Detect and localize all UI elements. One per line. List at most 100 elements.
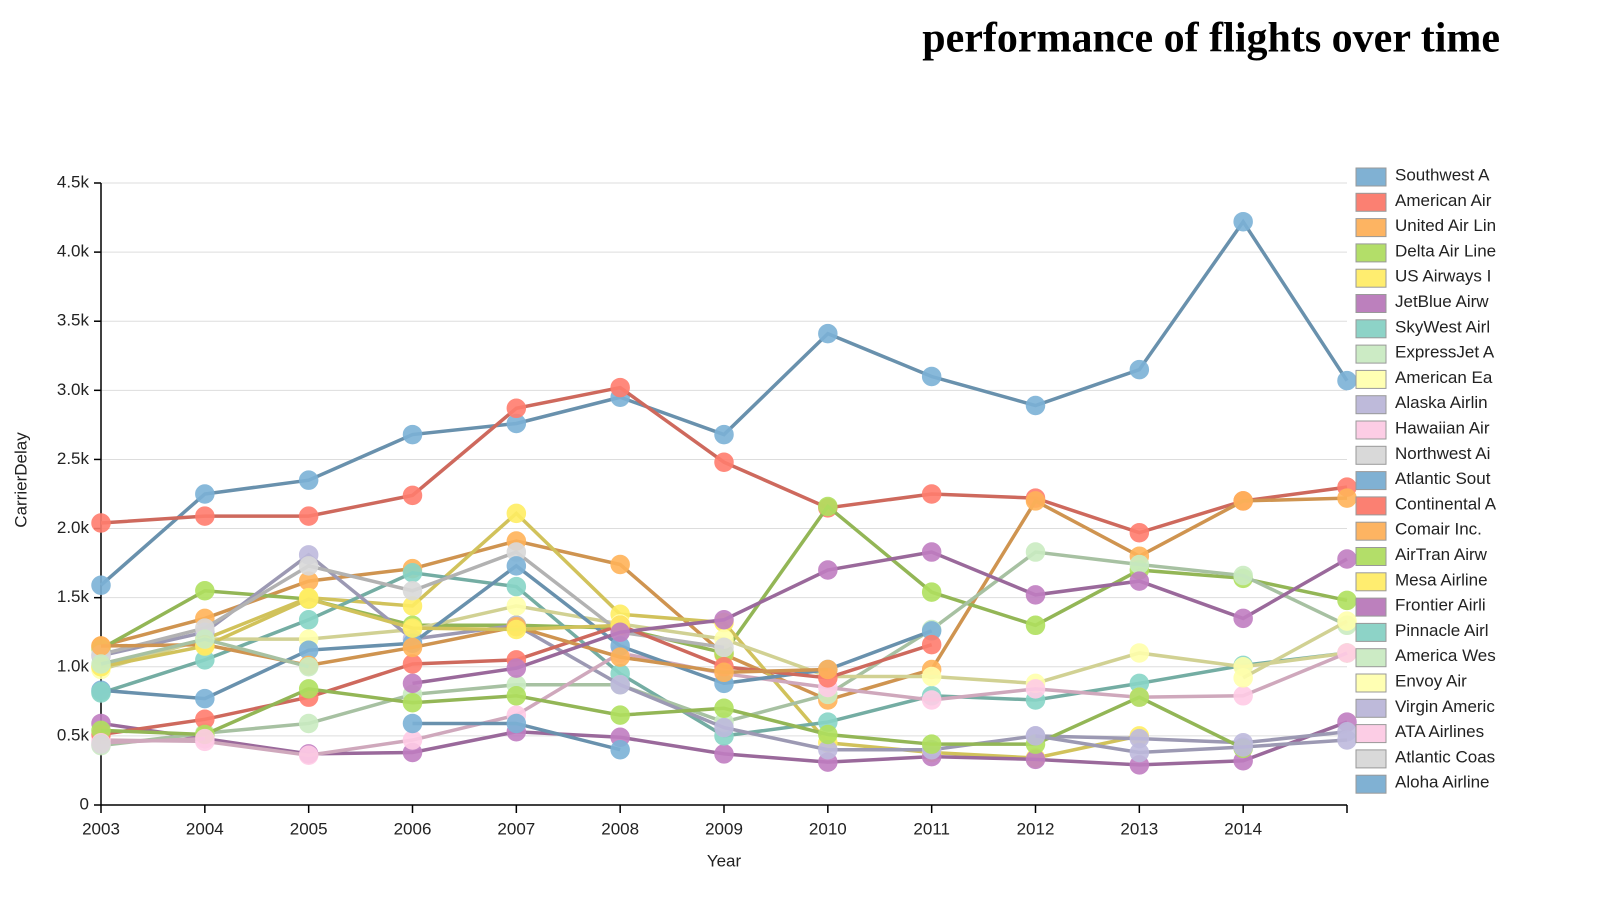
data-point: [714, 610, 734, 630]
data-point: [1129, 571, 1150, 591]
legend-swatch: [1355, 243, 1387, 263]
x-tick-label: 2006: [394, 819, 432, 838]
legend-label: America Wes: [1395, 646, 1496, 665]
data-point: [921, 366, 942, 387]
legend-label: American Ea: [1395, 368, 1493, 387]
data-point: [921, 634, 942, 655]
data-point: [402, 563, 423, 583]
data-point: [91, 513, 111, 533]
legend-label: Hawaiian Air: [1395, 418, 1490, 437]
data-point: [298, 589, 319, 609]
data-point: [1129, 359, 1150, 380]
x-axis-label: Year: [707, 851, 742, 870]
data-point: [91, 681, 111, 702]
data-point: [402, 485, 423, 506]
data-point: [714, 662, 734, 683]
data-point: [610, 674, 630, 695]
legend-label: Comair Inc.: [1395, 520, 1482, 539]
data-point: [298, 610, 319, 630]
y-tick-label: 0: [80, 794, 89, 813]
y-tick-label: 3.0k: [57, 380, 90, 399]
data-point: [298, 506, 319, 526]
data-point: [1025, 395, 1046, 416]
legend-swatch: [1355, 774, 1387, 794]
data-point: [1337, 488, 1357, 508]
data-point: [1233, 491, 1253, 511]
data-point: [402, 673, 423, 694]
legend-swatch: [1355, 572, 1387, 592]
legend-swatch: [1355, 344, 1387, 364]
data-point: [1337, 730, 1357, 750]
legend-swatch: [1355, 673, 1387, 693]
data-point: [506, 619, 527, 640]
data-point: [402, 637, 423, 658]
data-point: [610, 554, 630, 575]
legend-label: Atlantic Coas: [1395, 747, 1495, 766]
data-point: [714, 452, 734, 472]
legend-swatch: [1355, 547, 1387, 566]
data-point: [195, 629, 215, 649]
data-point: [402, 618, 423, 638]
data-point: [402, 424, 423, 445]
data-point: [1337, 611, 1357, 631]
data-point: [1337, 370, 1357, 391]
legend-label: Frontier Airli: [1395, 596, 1486, 615]
data-point: [1233, 737, 1253, 757]
legend-swatch: [1355, 369, 1387, 389]
data-point: [1025, 679, 1046, 699]
data-point: [610, 377, 630, 398]
legend-swatch: [1355, 471, 1387, 491]
legend-label: US Airways I: [1395, 267, 1491, 286]
legend-swatch: [1355, 420, 1387, 440]
data-point: [1129, 643, 1150, 663]
x-tick-label: 2003: [82, 819, 120, 838]
data-point: [921, 734, 942, 754]
data-point: [714, 698, 734, 718]
data-point: [1129, 522, 1150, 543]
legend-label: ExpressJet A: [1395, 343, 1495, 362]
legend-swatch: [1355, 622, 1387, 642]
data-point: [714, 717, 734, 738]
data-point: [1129, 554, 1150, 575]
x-tick-label: 2013: [1120, 819, 1158, 838]
y-tick-label: 4.0k: [57, 242, 90, 261]
data-point: [921, 582, 942, 602]
data-point: [298, 679, 319, 699]
legend-swatch: [1355, 724, 1387, 744]
data-point: [506, 503, 527, 524]
data-point: [506, 686, 527, 706]
x-tick-label: 2008: [601, 819, 639, 838]
data-point: [506, 713, 527, 734]
data-point: [921, 690, 942, 710]
legend-swatch: [1355, 167, 1387, 187]
data-point: [402, 581, 423, 601]
data-point: [506, 556, 527, 576]
series-line: [412, 550, 1348, 686]
data-point: [1337, 549, 1357, 569]
data-point: [1233, 686, 1253, 706]
data-point: [195, 581, 215, 601]
data-point: [506, 596, 527, 616]
x-tick-label: 2012: [1017, 819, 1055, 838]
legend-label: Pinnacle Airl: [1395, 621, 1489, 640]
data-point: [1025, 615, 1046, 636]
data-point: [298, 657, 319, 677]
data-point: [402, 692, 423, 713]
series-line: [100, 736, 205, 745]
data-point: [195, 728, 215, 749]
legend-swatch: [1355, 445, 1387, 465]
data-point: [1129, 742, 1150, 763]
data-point: [298, 745, 319, 765]
data-point: [298, 556, 319, 576]
data-point: [1025, 491, 1046, 511]
legend-label: Aloha Airline: [1395, 773, 1490, 792]
data-point: [298, 470, 319, 490]
data-point: [1129, 687, 1150, 707]
series-line: [100, 597, 621, 669]
data-point: [610, 622, 630, 642]
data-point: [714, 637, 734, 658]
y-tick-label: 2.0k: [57, 518, 90, 537]
data-point: [506, 398, 527, 419]
data-point: [610, 647, 630, 667]
y-tick-label: 2.5k: [57, 449, 90, 468]
